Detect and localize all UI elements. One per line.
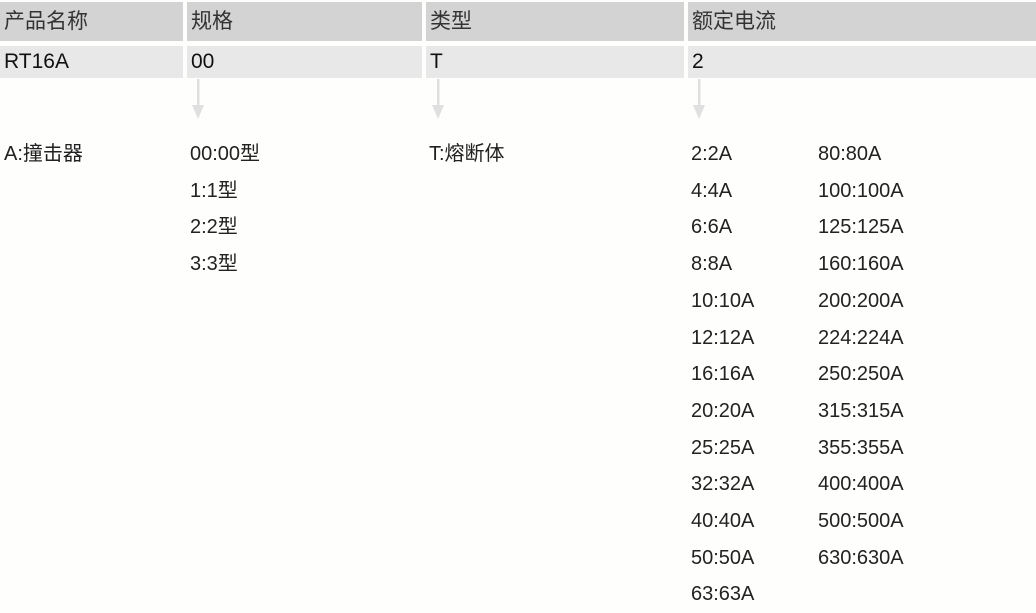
- header-type: 类型: [426, 2, 684, 41]
- option-item: 50:50A: [691, 546, 755, 569]
- option-item: 1:1型: [190, 179, 238, 202]
- option-item: A:撞击器: [4, 143, 83, 165]
- option-list-current-a: 2:2A 4:4A 6:6A 8:8A 10:10A 12:12A 16:16A 20:20A…: [691, 136, 754, 613]
- option-item: 250:250A: [818, 363, 904, 386]
- option-item: 8:8A: [691, 253, 733, 276]
- option-item: T:熔断体: [429, 143, 505, 165]
- option-list-current-b: 80:80A 100:100A 125:125A 160:160A 200:200A 22…: [818, 136, 904, 576]
- option-item: 32:32A: [691, 473, 755, 496]
- option-list-product: A:撞击器: [4, 136, 83, 173]
- option-item: 20:20A: [691, 399, 755, 422]
- option-item: 00:00型: [190, 143, 261, 165]
- value-type: T: [426, 46, 684, 78]
- option-item: 2:2A: [691, 143, 733, 165]
- option-item: 100:100A: [818, 179, 904, 202]
- option-item: 80:80A: [818, 143, 882, 165]
- option-list-type: T:熔断体: [429, 136, 505, 173]
- option-item: 315:315A: [818, 399, 904, 422]
- option-item: 125:125A: [818, 216, 904, 239]
- option-item: 160:160A: [818, 253, 904, 276]
- option-list-spec: 00:00型 1:1型 2:2型 3:3型: [190, 136, 260, 283]
- option-item: 200:200A: [818, 289, 904, 312]
- header-rated-current: 额定电流: [688, 2, 1036, 41]
- option-item: 40:40A: [691, 510, 755, 533]
- arrow-down-icon: [693, 79, 705, 119]
- option-item: 25:25A: [691, 436, 755, 459]
- value-rated-current: 2: [688, 46, 1036, 78]
- option-item: 500:500A: [818, 510, 904, 533]
- option-item: 4:4A: [691, 179, 733, 202]
- option-item: 400:400A: [818, 473, 904, 496]
- value-product-name: RT16A: [0, 46, 183, 78]
- value-spec: 00: [187, 46, 422, 78]
- option-item: 10:10A: [691, 289, 755, 312]
- option-item: 630:630A: [818, 546, 904, 569]
- option-item: 355:355A: [818, 436, 904, 459]
- option-item: 63:63A: [691, 583, 755, 606]
- option-item: 6:6A: [691, 216, 733, 239]
- header-spec: 规格: [187, 2, 422, 41]
- arrow-down-icon: [192, 79, 204, 119]
- option-item: 12:12A: [691, 326, 755, 349]
- arrow-down-icon: [432, 79, 444, 119]
- option-item: 224:224A: [818, 326, 904, 349]
- header-product-name: 产品名称: [0, 2, 183, 41]
- option-item: 2:2型: [190, 216, 238, 239]
- option-item: 16:16A: [691, 363, 755, 386]
- option-item: 3:3型: [190, 253, 238, 276]
